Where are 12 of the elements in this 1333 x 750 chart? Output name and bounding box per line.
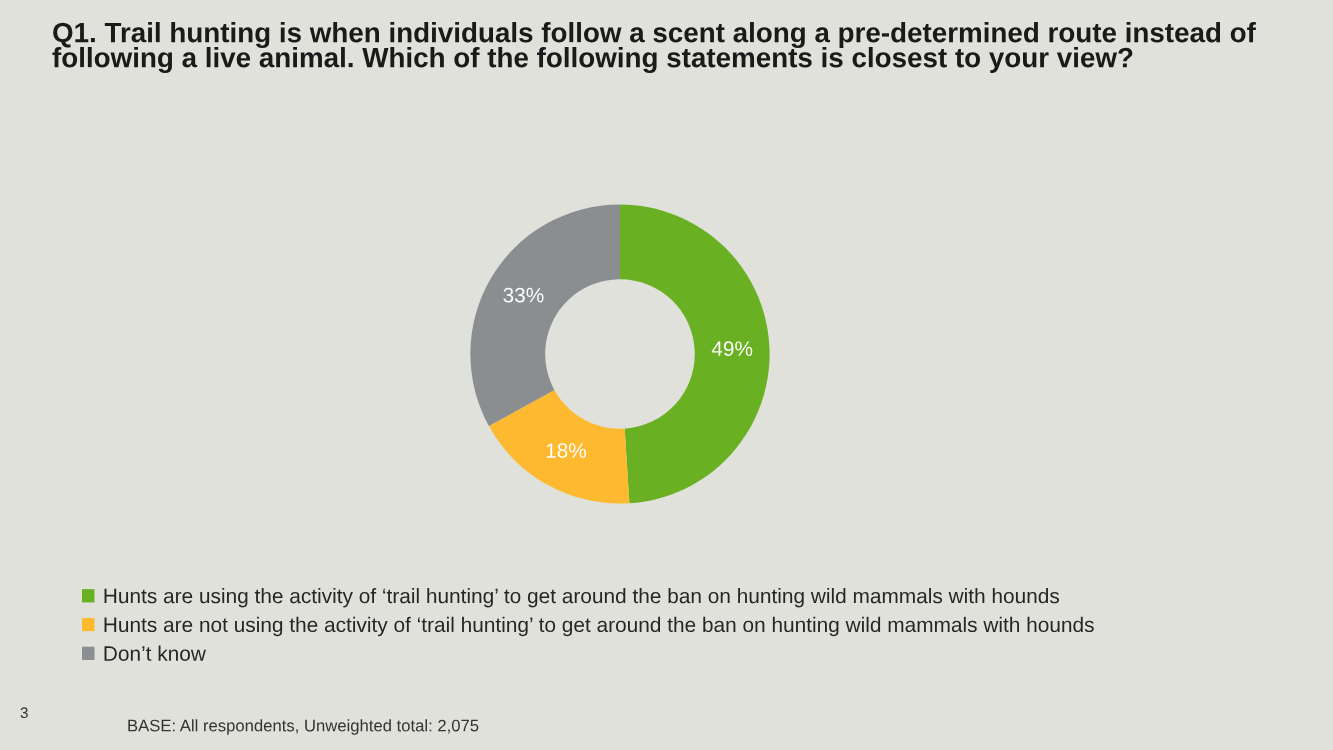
legend-label: Hunts are using the activity of ‘trail hunting’ to get around the ban on hunting wild mammals with hounds xyxy=(104,588,1060,608)
data-label: 49% xyxy=(711,341,753,357)
donut-slice xyxy=(488,390,630,504)
data-label: 18% xyxy=(546,443,587,458)
legend-label: Hunts are not using the activity of ‘trail hunting’ to get around the ban on hunting wild mammals with hounds xyxy=(104,616,1094,637)
legend-label: Don’t know xyxy=(104,645,206,661)
donut-slice xyxy=(620,204,770,504)
text: BASE: All respondents, Unweighted total: 2,075 xyxy=(128,719,479,735)
text: 3 xyxy=(20,707,28,719)
chart-title: Q1. Trail hunting is when individuals follow a scent along a pre-determined route instead of following a live animal. Which of the following statements is closest to your view? xyxy=(52,22,1256,74)
data-label: 33% xyxy=(503,287,544,303)
donut-slice xyxy=(470,204,620,427)
